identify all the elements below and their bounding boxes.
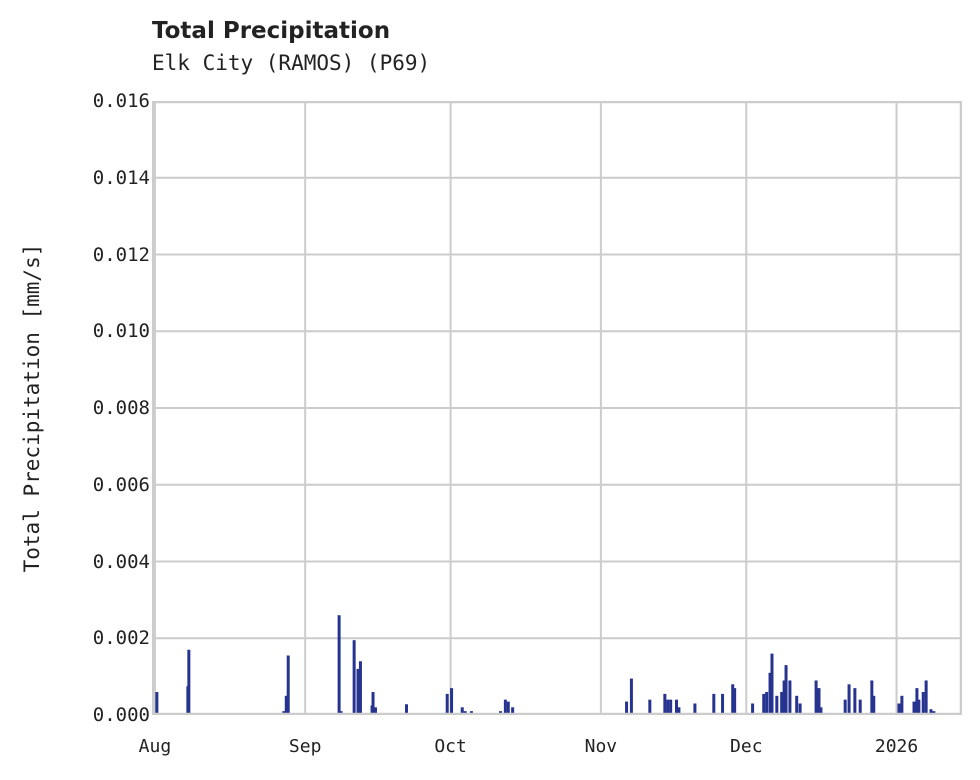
precip-bar (768, 672, 772, 715)
precip-bar (625, 701, 629, 715)
precip-bar (511, 707, 515, 715)
y-tick-label: 0.002 (92, 627, 150, 650)
precip-bar (663, 693, 667, 715)
precip-bar (917, 699, 921, 715)
precip-bar (352, 640, 356, 715)
precip-bar (847, 684, 851, 715)
precip-bar (337, 615, 341, 715)
precip-bar (693, 703, 697, 715)
precip-bar (674, 699, 678, 715)
y-tick-label: 0.014 (92, 166, 150, 189)
x-tick-label: Aug (138, 736, 172, 757)
chart-subtitle: Elk City (RAMOS) (P69) (152, 51, 431, 75)
precip-bar (853, 688, 857, 715)
precip-bar (788, 680, 792, 715)
precip-bar (858, 699, 862, 715)
precip-bar (445, 693, 449, 715)
y-tick-label: 0.000 (92, 704, 150, 726)
precip-bar (460, 707, 464, 715)
x-tick-label: Dec (730, 736, 763, 757)
precip-bar (819, 707, 823, 715)
precip-bar (666, 699, 670, 715)
y-tick-label: 0.016 (92, 90, 150, 112)
precip-bar (915, 688, 919, 715)
precip-bar (843, 699, 847, 715)
precip-bar (155, 691, 159, 715)
x-tick-label: Oct (434, 736, 467, 757)
precip-bar (870, 680, 874, 715)
x-tick-label: 2026 (874, 736, 919, 757)
y-tick-label: 0.010 (92, 320, 150, 343)
precip-bar (814, 680, 818, 715)
precip-bar (795, 695, 799, 715)
precip-bar (765, 691, 769, 715)
precip-bar (733, 688, 737, 715)
x-tick-label: Nov (584, 736, 618, 757)
precip-bar (284, 695, 288, 715)
precip-bar (784, 665, 788, 715)
precip-bar (187, 649, 191, 715)
precip-bar (669, 699, 673, 715)
y-tick-label: 0.006 (92, 473, 150, 496)
precip-bar (770, 653, 774, 715)
precip-bar (780, 691, 784, 715)
y-axis-label: Total Precipitation [mm/s] (20, 243, 44, 573)
precip-bar (921, 691, 925, 715)
precip-bar (929, 709, 933, 715)
precip-bar (817, 688, 821, 715)
precip-bar (900, 695, 904, 715)
precip-bar (677, 707, 681, 715)
y-tick-label: 0.004 (92, 550, 150, 573)
precip-bar (912, 701, 916, 715)
precip-bar (897, 703, 901, 715)
precip-bar (373, 707, 377, 715)
precip-bar (648, 699, 652, 715)
precip-bar (356, 668, 360, 715)
precip-bar (404, 704, 408, 715)
chart-title: Total Precipitation (152, 18, 391, 44)
precip-bar (731, 684, 735, 715)
precip-bar (712, 693, 716, 715)
precip-bar (358, 661, 362, 715)
precip-bar (371, 691, 375, 715)
precip-bar (506, 701, 510, 715)
precip-bar (450, 688, 454, 715)
precip-bar (924, 680, 928, 715)
precip-bar (751, 703, 755, 715)
y-tick-label: 0.012 (92, 243, 150, 266)
precip-bar (503, 699, 507, 715)
precip-bar (629, 678, 633, 715)
plot-area (152, 101, 962, 715)
precip-bar (798, 703, 802, 715)
precip-bar (782, 680, 786, 715)
precip-bar (721, 693, 725, 715)
x-tick-label: Sep (288, 736, 322, 757)
bar-series (152, 101, 962, 715)
precip-bar (762, 693, 766, 715)
y-tick-label: 0.008 (92, 397, 150, 419)
precip-bar (286, 655, 290, 715)
precip-bar (872, 695, 876, 715)
precip-bar (775, 695, 779, 715)
